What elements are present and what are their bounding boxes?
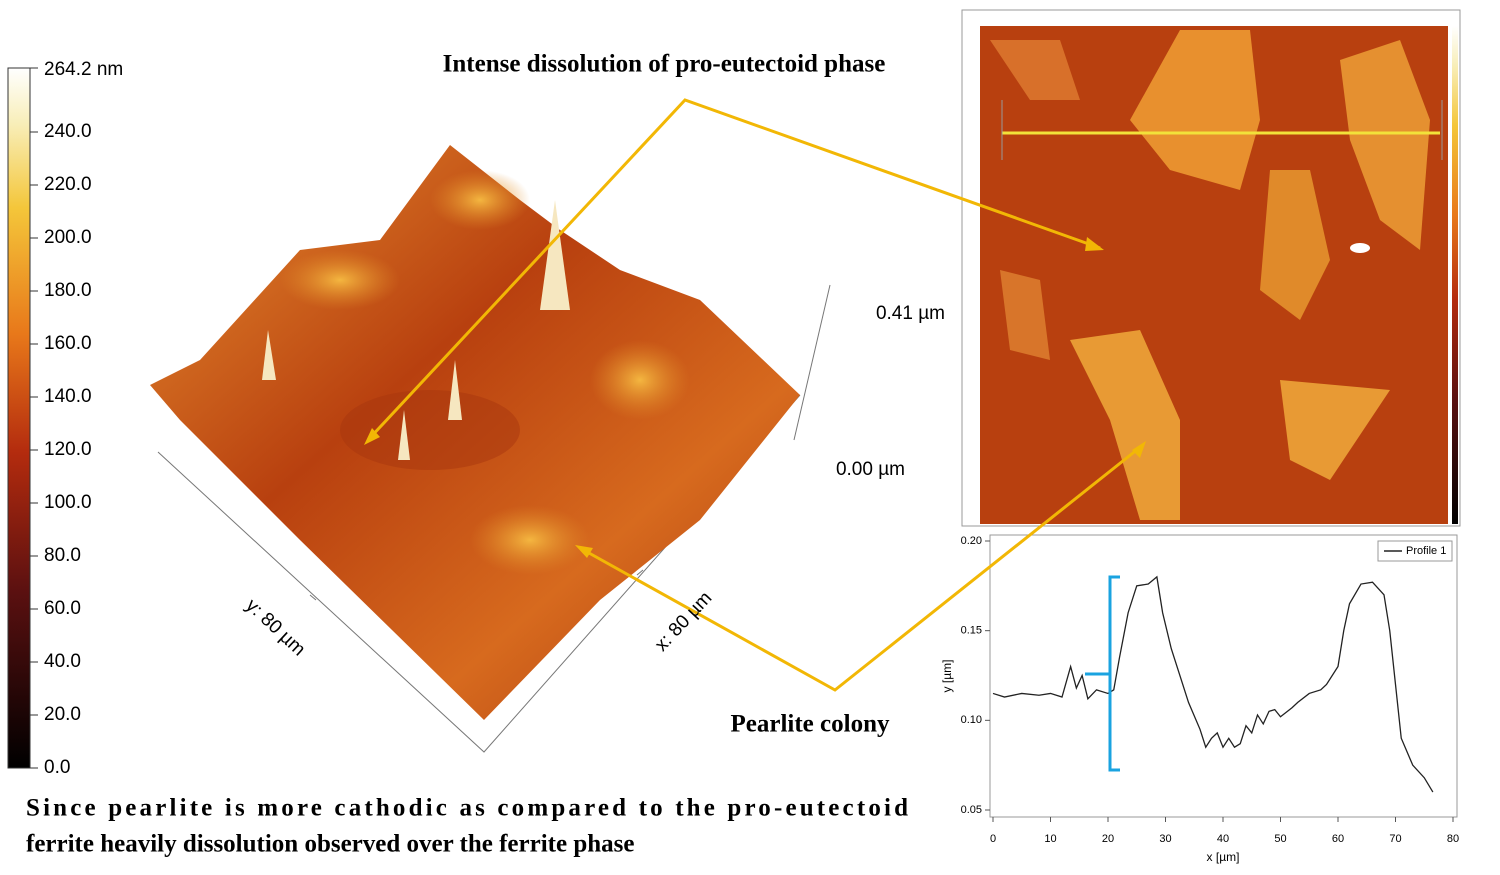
x-tick-label: 70 — [1389, 833, 1401, 845]
y-tick-label: 0.10 — [961, 714, 982, 726]
colorbar-max: 264.2 nm — [44, 59, 123, 80]
plot-frame — [989, 534, 1458, 818]
colorbar-tick-label: 220.0 — [44, 174, 92, 195]
legend-box — [1377, 540, 1453, 562]
z-top: 0.41 µm — [876, 303, 945, 324]
surface-3d — [150, 145, 831, 753]
x-tick-label: 50 — [1274, 833, 1286, 845]
x-tick-label: 30 — [1159, 833, 1171, 845]
x-axis-label: x [µm] — [1207, 850, 1240, 864]
arrows — [366, 98, 1144, 692]
bracket — [1085, 575, 1120, 772]
caption-line: ferrite heavily dissolution observed ove… — [26, 831, 634, 858]
legend-label: Profile 1 — [1406, 545, 1446, 557]
x-axis-label: x: 80 µm — [651, 588, 716, 656]
y-tick-label: 0.05 — [961, 804, 982, 816]
y-tick-label: 0.15 — [961, 625, 982, 637]
colorbar-tick-label: 120.0 — [44, 439, 92, 460]
colorbar-tick-label: 40.0 — [44, 651, 81, 672]
y-axis-label: y: 80 µm — [241, 595, 309, 660]
colorbar — [7, 67, 31, 769]
profile-line — [992, 575, 1434, 793]
x-tick-label: 10 — [1044, 833, 1056, 845]
x-tick-label: 40 — [1217, 833, 1229, 845]
arrowheads — [364, 237, 1146, 558]
colorbar-tick-label: 160.0 — [44, 333, 92, 354]
x-tick-label: 0 — [990, 833, 996, 845]
colorbar-tick-label: 180.0 — [44, 280, 92, 301]
annotation-top: Intense dissolution of pro-eutectoid pha… — [443, 51, 886, 78]
colorbar-tick-label: 20.0 — [44, 704, 81, 725]
colorbar-tick-label: 60.0 — [44, 598, 81, 619]
colorbar-tick-label: 200.0 — [44, 227, 92, 248]
y-axis-label: y [µm] — [940, 660, 954, 693]
annotation-pearlite: Pearlite colony — [731, 711, 890, 738]
x-tick-label: 20 — [1102, 833, 1114, 845]
y-tick-label: 0.20 — [961, 535, 982, 547]
x-tick-label: 80 — [1447, 833, 1459, 845]
afm-image — [961, 9, 1461, 527]
colorbar-tick-label: 100.0 — [44, 492, 92, 513]
colorbar-tick-label: 140.0 — [44, 386, 92, 407]
z-bottom: 0.00 µm — [836, 459, 905, 480]
colorbar-tick-label: 0.0 — [44, 757, 70, 778]
colorbar-tick-label: 80.0 — [44, 545, 81, 566]
caption-line: Since pearlite is more cathodic as compa… — [26, 795, 908, 822]
x-tick-label: 60 — [1332, 833, 1344, 845]
colorbar-tick-label: 240.0 — [44, 121, 92, 142]
